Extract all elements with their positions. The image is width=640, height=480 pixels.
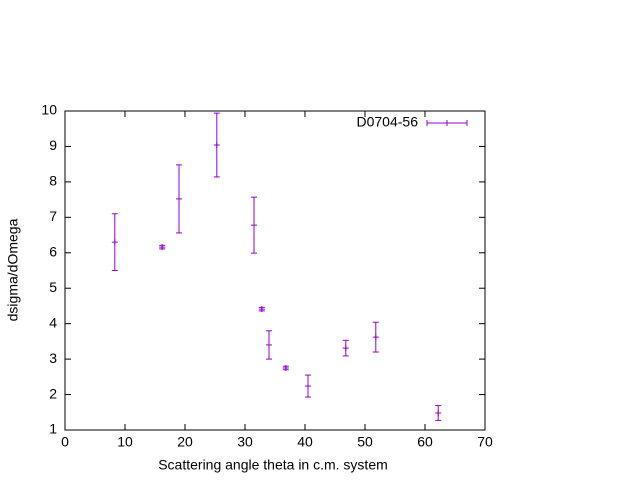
y-tick-label: 6: [49, 243, 57, 259]
plot-frame: [64, 110, 486, 431]
x-tick-label: 10: [117, 434, 133, 450]
x-tick-label: 0: [61, 434, 69, 450]
y-tick-label: 4: [49, 314, 57, 330]
x-tick-label: 20: [177, 434, 193, 450]
y-axis-label: dsigma/dOmega: [5, 218, 21, 321]
y-tick-label: 10: [41, 102, 57, 118]
x-tick-label: 40: [297, 434, 313, 450]
y-tick-label: 7: [49, 208, 57, 224]
y-tick-label: 9: [49, 137, 57, 153]
y-tick-label: 1: [49, 421, 57, 437]
x-tick-label: 70: [477, 434, 493, 450]
x-tick-label: 60: [417, 434, 433, 450]
x-axis-label: Scattering angle theta in c.m. system: [158, 457, 388, 473]
y-tick-label: 2: [49, 385, 57, 401]
x-tick-label: 50: [357, 434, 373, 450]
x-tick-label: 30: [237, 434, 253, 450]
y-tick-label: 3: [49, 350, 57, 366]
legend-label: D0704-56: [357, 114, 419, 130]
y-tick-label: 8: [49, 173, 57, 189]
y-tick-label: 5: [49, 279, 57, 295]
